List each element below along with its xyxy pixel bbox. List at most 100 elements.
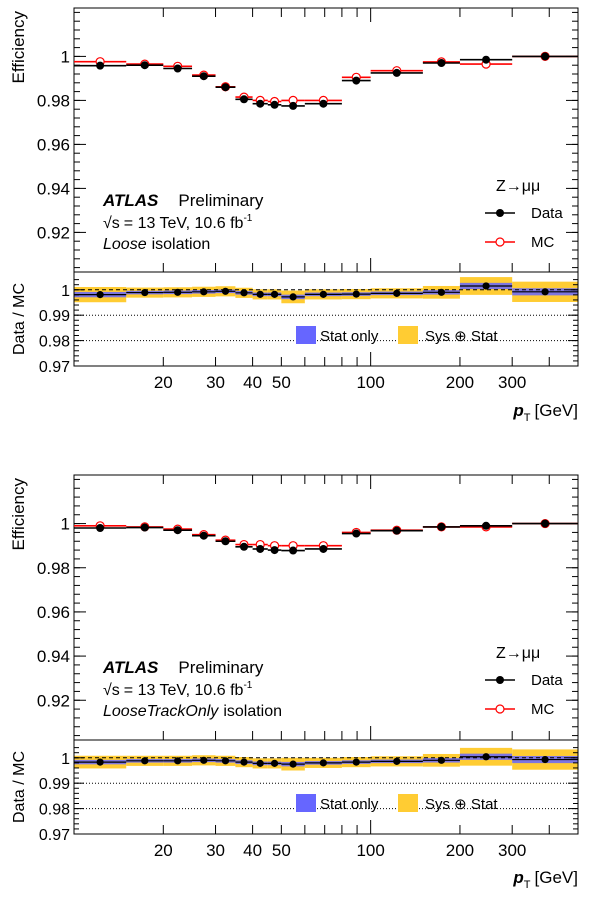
data-point — [541, 519, 550, 528]
legend-data-label: Data — [531, 205, 563, 222]
x-tick-label: 50 — [272, 373, 291, 392]
ratio-point — [289, 293, 297, 301]
legend-stat-swatch — [296, 326, 316, 344]
ratio-point — [270, 290, 279, 298]
chart-panel-bottom: 0.97 0.98 0.99 1 Data / MC Stat only Sys ⊕ Sta… — [9, 474, 579, 891]
legend-mc-marker — [495, 704, 505, 714]
legend-stat-label: Stat only — [320, 796, 379, 813]
legend-sys-swatch — [398, 794, 418, 812]
data-point — [173, 64, 182, 73]
x-tick-label: 100 — [356, 373, 384, 392]
x-tick-label: 50 — [272, 841, 291, 860]
data-point — [270, 546, 279, 555]
isolation-name: LooseTrackOnly — [103, 703, 219, 720]
data-point — [437, 522, 446, 531]
ratio-point — [482, 282, 490, 290]
y-tick-label: 0.94 — [37, 179, 70, 198]
data-point — [270, 100, 279, 109]
legend-channel: Z→μμ — [496, 645, 540, 662]
ratio-point — [256, 290, 264, 298]
ratio-point — [289, 760, 297, 768]
y-tick-label: 0.96 — [37, 135, 70, 154]
ratio-y-tick-label: 0.98 — [39, 334, 70, 351]
main-frame — [73, 474, 579, 741]
ratio-point — [352, 290, 360, 298]
x-axis-label-symbol: p — [512, 401, 523, 420]
y-tick-label: 0.92 — [37, 691, 70, 710]
ratio-point — [319, 759, 327, 767]
data-point — [541, 52, 550, 61]
y-tick-label: 0.94 — [37, 647, 70, 666]
x-tick-label: 40 — [243, 841, 262, 860]
energy-sqrt: √s — [103, 215, 120, 232]
data-point — [96, 61, 105, 70]
main-panel: 0.92 0.94 0.96 0.98 1 Efficiency ATLAS Prelimin… — [9, 474, 579, 741]
data-point — [96, 524, 105, 532]
x-axis-label-symbol: p — [512, 868, 523, 887]
ratio-point — [437, 288, 446, 296]
ratio-point — [256, 759, 264, 767]
x-tick-label: 40 — [243, 373, 262, 392]
x-tick-label: 20 — [154, 373, 173, 392]
ratio-point — [270, 759, 279, 767]
isolation-label: Loose isolation — [103, 236, 210, 253]
ratio-point — [96, 758, 104, 766]
x-tick-label: 300 — [498, 373, 526, 392]
x-axis-label: pT [GeV] — [512, 868, 578, 891]
energy-sup: -1 — [243, 213, 252, 224]
data-point — [289, 101, 298, 110]
ratio-point — [200, 288, 208, 296]
atlas-label-main: ATLAS — [102, 191, 159, 210]
x-axis-label-unit: [GeV] — [535, 868, 578, 887]
data-point — [173, 526, 182, 535]
x-axis-label-sub: T — [524, 879, 531, 891]
legend-channel: Z→μμ — [496, 178, 540, 195]
ratio-y-tick-label: 0.99 — [39, 308, 70, 325]
x-tick-label: 30 — [206, 373, 225, 392]
ratio-point — [482, 753, 490, 761]
y-tick-label: 1 — [61, 515, 70, 534]
legend-mc-label: MC — [531, 234, 554, 251]
ratio-y-axis-label: Data / MC — [11, 751, 28, 823]
legend-mc-label: MC — [531, 701, 554, 718]
legend-stat-swatch — [296, 794, 316, 812]
x-tick-label: 200 — [446, 373, 474, 392]
x-tick-label: 100 — [356, 841, 384, 860]
ratio-point — [240, 758, 248, 766]
ratio-point — [541, 288, 549, 296]
data-point — [352, 529, 361, 538]
ratio-panel: 0.97 0.98 0.99 1 Data / MC Stat only Sys ⊕ Sta… — [11, 739, 579, 844]
legend-sys-swatch — [398, 326, 418, 344]
ratio-point — [437, 756, 446, 764]
x-tick-label: 20 — [154, 841, 173, 860]
energy-label: √s = 13 TeV, 10.6 fb-1 — [103, 213, 253, 232]
ratio-point — [319, 290, 327, 298]
ratio-y-tick-label: 0.97 — [39, 827, 70, 844]
main-frame — [73, 7, 579, 273]
data-point — [289, 546, 298, 555]
ratio-point — [541, 755, 549, 764]
x-axis-label: pT [GeV] — [512, 401, 578, 424]
data-point — [437, 59, 446, 67]
atlas-label-sub: Preliminary — [178, 191, 264, 210]
legend-sys-label: Sys ⊕ Stat — [425, 328, 498, 345]
data-point — [482, 521, 491, 530]
data-point — [352, 76, 361, 85]
atlas-label-main: ATLAS — [102, 658, 159, 677]
isolation-suffix: isolation — [223, 703, 282, 720]
ratio-point — [174, 757, 182, 765]
ratio-point — [352, 758, 360, 766]
data-point — [256, 99, 265, 108]
isolation-name: Loose — [103, 236, 147, 253]
ratio-point — [221, 287, 230, 295]
x-tick-label: 30 — [206, 841, 225, 860]
data-point — [319, 544, 328, 553]
ratio-y-tick-label: 0.97 — [39, 359, 70, 376]
legend-data-label: Data — [531, 672, 563, 689]
y-axis-label: Efficiency — [9, 478, 28, 551]
ratio-y-tick-label: 1 — [61, 751, 70, 768]
ratio-point — [200, 756, 208, 764]
data-point — [199, 531, 208, 540]
legend-mc-marker — [495, 237, 505, 247]
ratio-y-tick-label: 0.99 — [39, 776, 70, 793]
